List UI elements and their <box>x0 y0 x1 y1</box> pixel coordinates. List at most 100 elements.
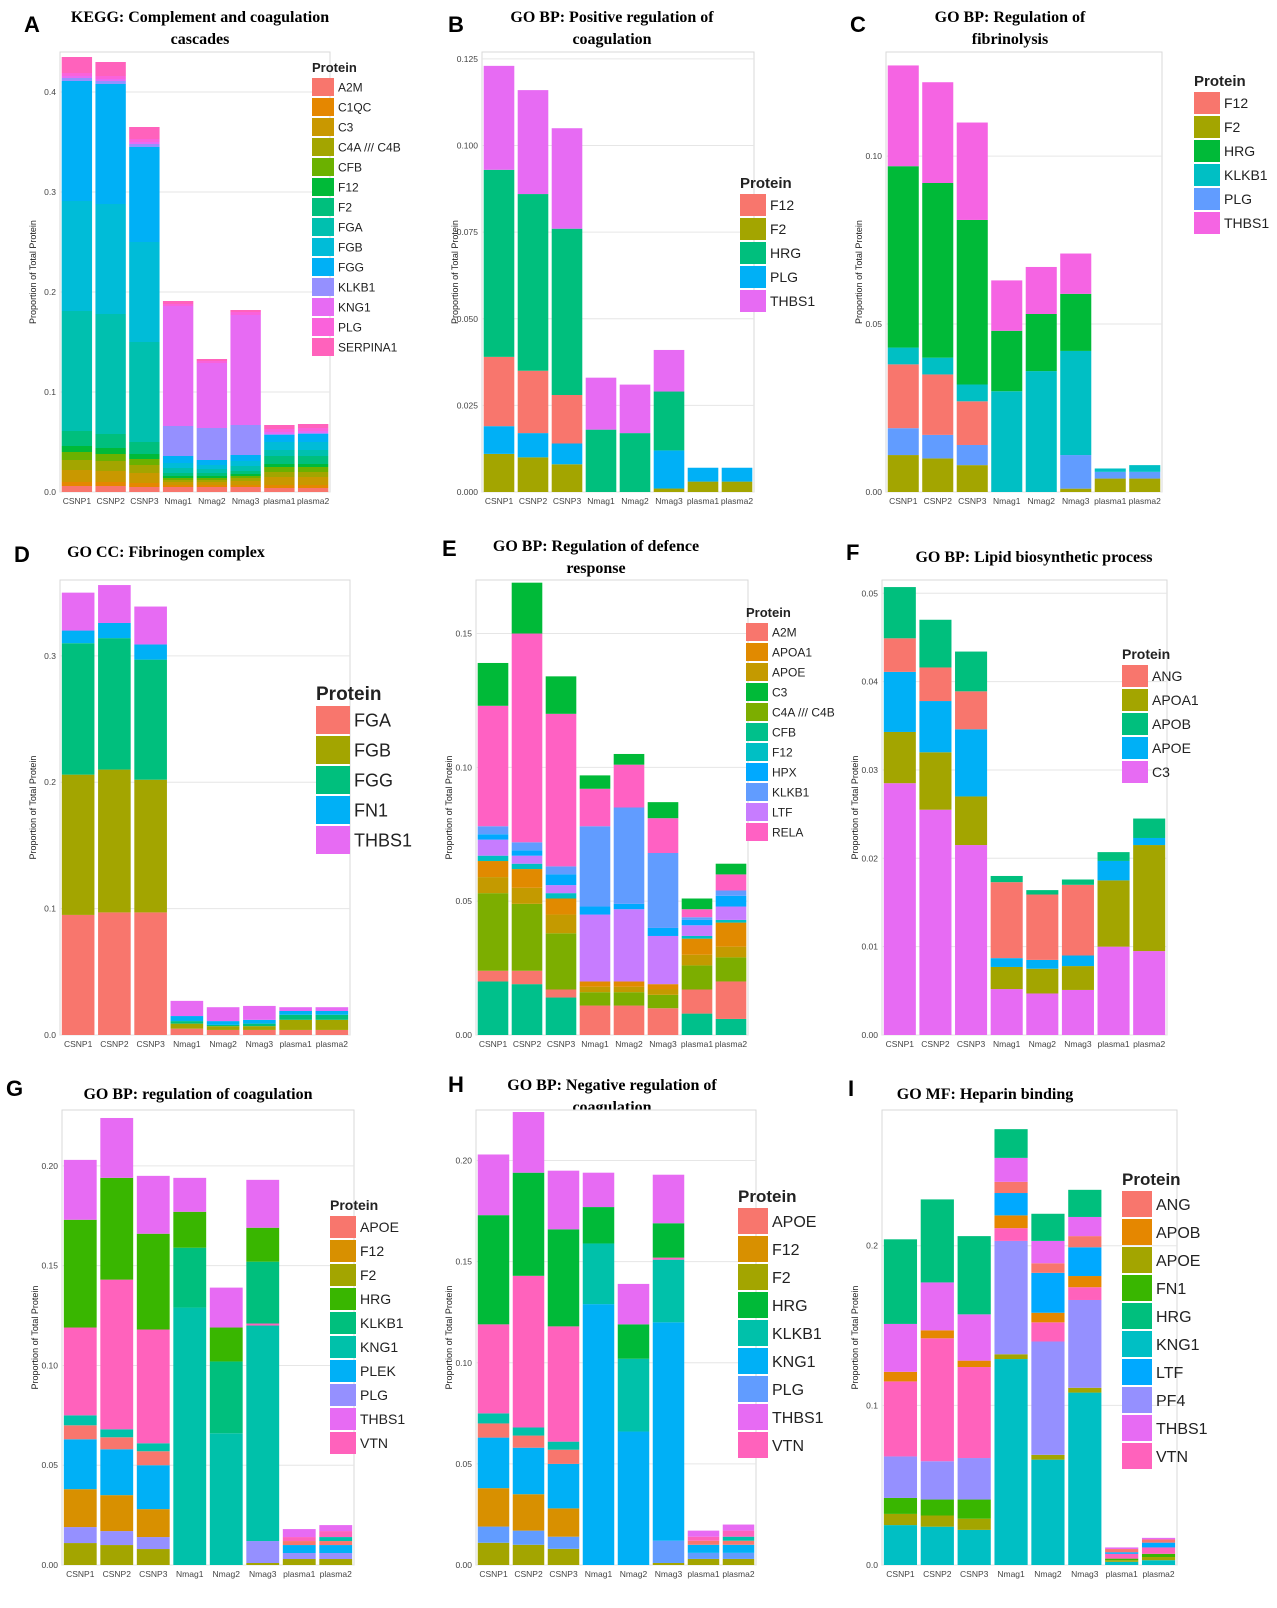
bar-segment-vtn <box>1031 1322 1064 1341</box>
bar-segment-f12 <box>298 464 328 467</box>
bar-segment-f2 <box>298 456 328 464</box>
bar-segment-hrg <box>618 1324 650 1358</box>
panel-title: response <box>566 560 625 577</box>
panel-h: H GO BP: Negative regulation ofcoagulatio… <box>444 1072 824 1579</box>
bar-segment-a2m <box>230 487 260 492</box>
bar-segment-f2 <box>283 1559 316 1565</box>
legend-swatch <box>330 1360 356 1382</box>
bar-segment-klkb1 <box>298 433 328 434</box>
panel-title: cascades <box>171 31 230 48</box>
x-tick-label: Nmag3 <box>655 1569 683 1579</box>
bar-segment-fga <box>62 915 95 1035</box>
bar-segment-fgg <box>243 1024 276 1027</box>
bar-segment-ang <box>1142 1539 1175 1542</box>
bar-segment-thbs1 <box>513 1112 545 1173</box>
legend-swatch <box>746 763 768 781</box>
legend-swatch <box>316 736 350 764</box>
bar-segment-fga <box>129 342 159 442</box>
bar-segment-c4a-c4b <box>197 480 227 482</box>
x-tick-label: Nmag1 <box>581 1039 609 1049</box>
bar-segment-cfb <box>716 1019 747 1035</box>
x-tick-label: plasma1 <box>1097 1039 1129 1049</box>
legend-swatch <box>312 158 334 176</box>
bar-segment-plg <box>230 312 260 315</box>
x-tick-label: Nmag2 <box>621 496 649 506</box>
bar-segment-c4a-c4b <box>716 957 747 981</box>
bar-segment-c3 <box>546 676 577 713</box>
bar-segment-apoe <box>100 1437 133 1449</box>
x-tick-label: CSNP1 <box>485 496 514 506</box>
bar-segment-hrg <box>620 433 651 492</box>
bar-segment-f12 <box>484 357 515 426</box>
legend-label: FGB <box>354 740 391 760</box>
bar-segment-kng1 <box>129 142 159 144</box>
bar-segment-c3 <box>614 754 645 765</box>
bar-segment-fgb <box>134 780 167 913</box>
legend-label: KLKB1 <box>772 785 810 799</box>
bar-segment-vtn <box>1142 1547 1175 1553</box>
bar-segment-kng1 <box>1031 1460 1064 1565</box>
panel-letter: F <box>846 540 859 565</box>
bar-segment-apoa1 <box>1133 845 1165 951</box>
bar-segment-kng1 <box>548 1464 580 1508</box>
x-tick-label: CSNP3 <box>549 1569 578 1579</box>
x-tick-label: plasma2 <box>1142 1569 1174 1579</box>
bar-segment-c3 <box>1098 947 1130 1035</box>
bar-segment-apoe <box>1133 838 1165 845</box>
legend-title: Protein <box>312 60 357 75</box>
bar-segment-apob <box>958 1361 991 1367</box>
bar-segment-f2 <box>137 1549 170 1565</box>
bar-segment-plg <box>922 435 953 459</box>
bar-segment-klkb1 <box>264 434 294 435</box>
bar-segment-apoe <box>994 1354 1027 1359</box>
panel-b: B GO BP: Positive regulation ofcoagulatio… <box>448 9 815 506</box>
bar-segment-f12 <box>682 936 713 939</box>
bar-segment-apob <box>1031 1313 1064 1323</box>
legend-swatch <box>330 1312 356 1334</box>
bar-segment-hpx <box>546 874 577 885</box>
x-tick-label: plasma1 <box>283 1569 315 1579</box>
bar-segment-apoa1 <box>991 967 1023 989</box>
legend-swatch <box>740 266 766 288</box>
bar-segment-fga <box>98 912 131 1035</box>
bar-segment-klkb1 <box>648 853 679 928</box>
y-tick-label: 0.3 <box>44 187 56 197</box>
bar-segment-klkb1 <box>583 1243 615 1304</box>
y-tick-label: 0.10 <box>455 1358 472 1368</box>
legend-swatch <box>746 623 768 641</box>
bar-segment-c3 <box>197 482 227 485</box>
bar-segment-c1qc <box>95 482 125 486</box>
bar-segment-plg <box>518 433 549 457</box>
bar-segment-c4a-c4b <box>62 460 92 470</box>
panel-title: coagulation <box>572 31 651 48</box>
bar-segment-f2 <box>95 434 125 448</box>
bar-segment-f12 <box>548 1508 580 1536</box>
bar-segment-hrg <box>1026 314 1057 371</box>
legend-swatch <box>330 1240 356 1262</box>
legend-swatch <box>312 278 334 296</box>
bar-segment-apob <box>991 876 1023 882</box>
bar-segment-hrg <box>958 1236 991 1314</box>
legend-label: VTN <box>772 1438 804 1455</box>
bar-segment-hpx <box>614 904 645 909</box>
bar-segment-klkb1 <box>197 428 227 460</box>
bar-segment-ang <box>1026 895 1058 960</box>
bar-segment-kng1 <box>173 1308 206 1565</box>
bar-segment-ang <box>884 638 916 672</box>
y-tick-label: 0.04 <box>861 677 878 687</box>
legend-label: CFB <box>772 725 796 739</box>
x-tick-label: plasma1 <box>1094 496 1126 506</box>
bar-segment-apoa1 <box>478 861 509 877</box>
legend-label: A2M <box>772 625 797 639</box>
bar-segment-c3 <box>682 899 713 910</box>
bar-segment-plg <box>654 450 685 488</box>
bar-segment-c3 <box>163 482 193 485</box>
bar-segment-hrg <box>548 1229 580 1326</box>
bar-segment-fn1 <box>243 1020 276 1024</box>
panel-i: I GO MF: Heparin binding 0.0 0.1 0.2 Proporti… <box>848 1076 1208 1579</box>
legend-swatch <box>312 118 334 136</box>
bar-segment-f2 <box>653 1563 685 1565</box>
legend-swatch <box>738 1320 768 1346</box>
bar-segment-plg <box>197 361 227 363</box>
bar-segment-hrg <box>653 1223 685 1257</box>
